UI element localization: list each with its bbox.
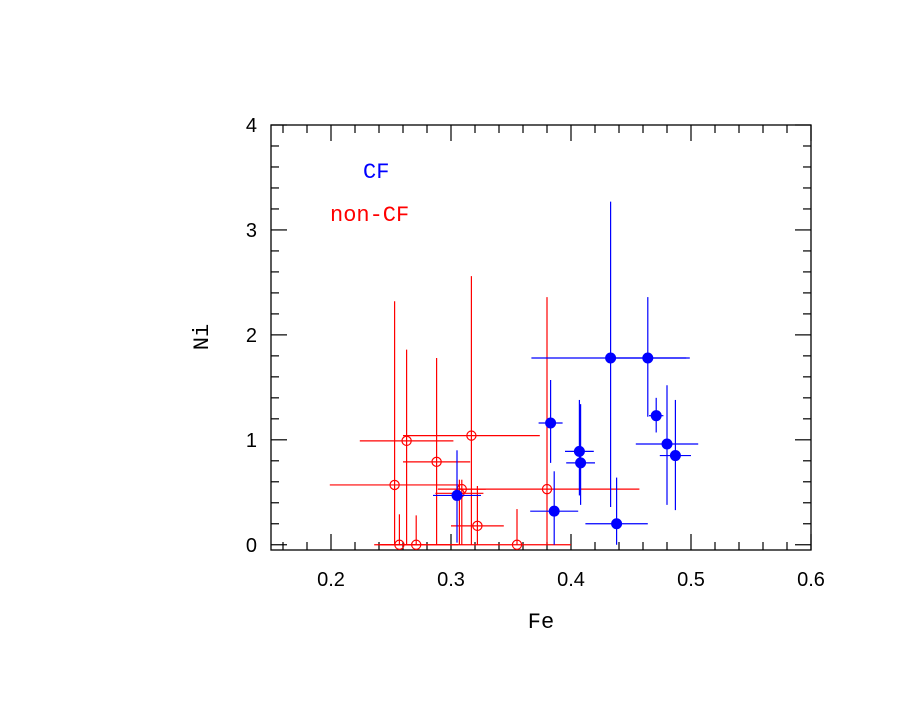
data-point <box>531 201 690 507</box>
point-marker <box>650 410 662 422</box>
data-point <box>433 450 481 543</box>
point-marker <box>642 352 654 364</box>
data-point <box>403 276 540 545</box>
data-point <box>538 380 563 463</box>
point-marker <box>611 518 623 530</box>
data-point <box>530 471 579 545</box>
y-tick-label: 2 <box>246 325 257 347</box>
x-tick-label: 0.4 <box>557 569 585 591</box>
point-marker <box>575 457 587 469</box>
y-axis-label: Ni <box>190 324 215 350</box>
x-tick-label: 0.3 <box>437 569 465 591</box>
point-marker <box>661 438 673 450</box>
axis-ticks <box>271 124 812 550</box>
data-point <box>566 404 595 505</box>
point-marker <box>669 450 681 462</box>
y-tick-label: 1 <box>246 430 257 452</box>
axis-tick-labels: 0.2 0.3 0.4 0.5 0.6 0 1 2 3 4 <box>246 115 825 591</box>
point-marker <box>511 539 523 550</box>
y-tick-label: 4 <box>246 115 257 137</box>
point-marker <box>451 489 463 501</box>
legend-non-cf: non-CF <box>330 203 409 228</box>
x-axis-label: Fe <box>528 610 554 635</box>
data-point <box>649 397 664 433</box>
y-tick-label: 3 <box>246 220 257 242</box>
point-marker <box>545 417 557 429</box>
data-point <box>659 399 691 511</box>
point-marker <box>389 479 400 491</box>
data-point <box>403 357 471 545</box>
point-marker <box>573 445 585 457</box>
data-point <box>379 509 571 550</box>
point-marker <box>472 520 483 532</box>
series-non-cf <box>329 276 640 550</box>
data-point <box>635 385 699 505</box>
data-point <box>609 297 687 417</box>
data-point <box>359 349 454 545</box>
data-points <box>329 201 699 550</box>
point-marker <box>401 435 412 447</box>
series-cf <box>433 201 699 545</box>
legend-cf: CF <box>363 160 389 185</box>
y-tick-label: 0 <box>246 535 257 557</box>
data-point <box>565 399 594 496</box>
data-point <box>585 477 648 545</box>
plot-frame <box>270 124 812 551</box>
x-tick-label: 0.6 <box>797 569 825 591</box>
x-tick-label: 0.2 <box>317 569 345 591</box>
data-point <box>329 301 460 545</box>
point-marker <box>431 456 442 468</box>
x-tick-label: 0.5 <box>677 569 705 591</box>
point-marker <box>541 483 553 495</box>
point-marker <box>548 505 560 517</box>
point-marker <box>466 430 477 441</box>
